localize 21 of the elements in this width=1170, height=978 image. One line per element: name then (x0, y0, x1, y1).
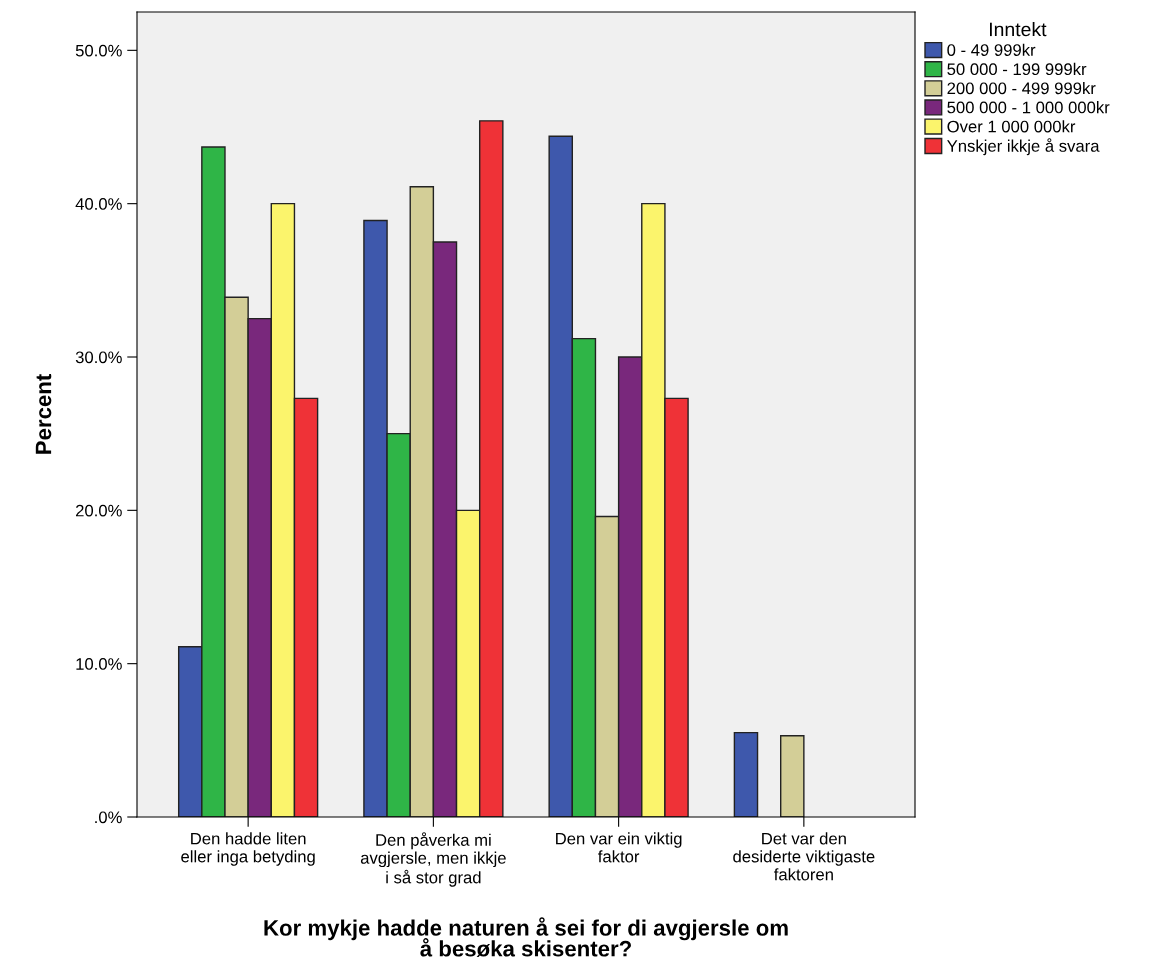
x-tick-label: Den hadde liten eller inga betyding (181, 832, 315, 866)
legend-title: Inntekt (989, 22, 1047, 37)
y-tick-label: 30.0% (75, 351, 122, 364)
x-axis-title: Kor mykje hadde naturen å sei for di avgjersle om å besøka skisenter? (264, 917, 788, 957)
y-tick-label: 40.0% (75, 198, 122, 210)
legend-label: Ynskjer ikkje å svara (947, 138, 1100, 156)
x-tick-label: Den påverka mi avgjersle, men ikkje i så stor grad (360, 832, 506, 887)
y-tick-label: 20.0% (76, 504, 122, 517)
legend-label: 0 - 49 999kr (947, 43, 1036, 56)
y-axis-title: Percent (35, 374, 52, 454)
bar (780, 735, 805, 817)
y-tick-label: 50.0% (75, 44, 122, 57)
legend-label: 200 000 - 499 999kr (947, 81, 1096, 95)
legend-label: 500 000 - 1 000 000kr (947, 101, 1110, 114)
y-tick-label: 10.0% (76, 658, 122, 670)
y-tick-label: .0% (95, 811, 122, 824)
x-tick-label: Den var ein viktig faktor (556, 832, 682, 863)
legend-label: Over 1 000 000kr (947, 120, 1076, 133)
x-tick-label: Det var den desiderte viktigaste faktoren (733, 832, 875, 881)
bar (733, 731, 759, 817)
legend-label: 50 000 - 199 999kr (947, 62, 1087, 76)
